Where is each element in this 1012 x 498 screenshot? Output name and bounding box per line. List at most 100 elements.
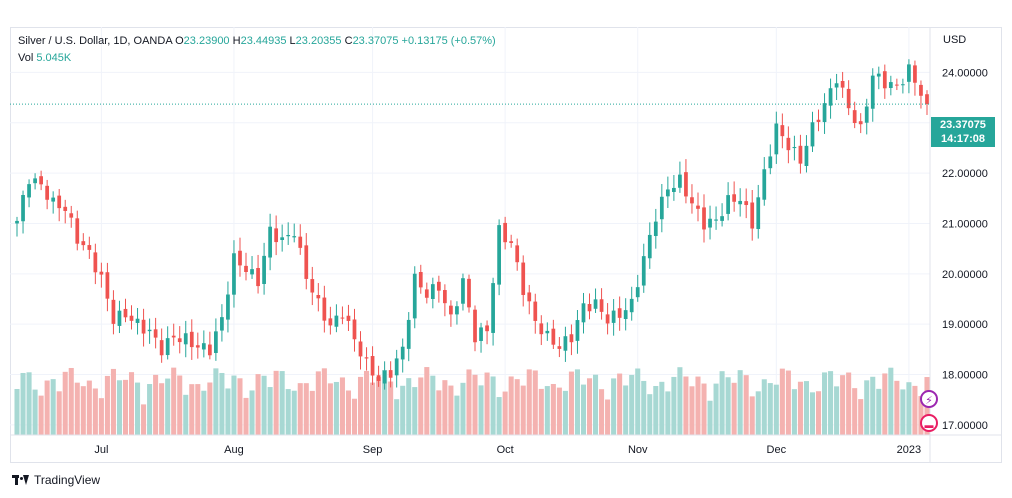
volume-bar bbox=[147, 384, 153, 435]
candle-body bbox=[894, 84, 899, 86]
candle-body bbox=[828, 88, 833, 106]
volume-bar bbox=[159, 383, 165, 435]
volume-bar bbox=[261, 375, 267, 435]
volume-bar bbox=[68, 367, 74, 435]
volume-bar bbox=[737, 370, 743, 435]
candle-body bbox=[238, 250, 242, 266]
candle-body bbox=[45, 185, 50, 200]
open-label: O bbox=[175, 35, 184, 47]
candle-body bbox=[316, 295, 321, 299]
volume-bar bbox=[267, 387, 273, 435]
volume-bar bbox=[92, 388, 98, 435]
volume-bar bbox=[617, 373, 623, 435]
candle-body bbox=[51, 197, 56, 202]
candle-body bbox=[57, 195, 62, 209]
low-value: 23.20355 bbox=[295, 35, 342, 47]
volume-bar bbox=[327, 383, 333, 435]
candle-body bbox=[189, 331, 194, 348]
volume-bar bbox=[767, 383, 773, 435]
volume-bar bbox=[26, 372, 32, 435]
candle-body bbox=[804, 145, 809, 166]
economic-event-icon[interactable]: ▬ bbox=[920, 414, 938, 432]
alert-clock-icon[interactable]: ⚡ bbox=[920, 390, 938, 408]
candle-body bbox=[117, 310, 122, 326]
currency-label[interactable]: USD bbox=[943, 34, 967, 46]
volume-bar bbox=[388, 381, 394, 435]
candle-body bbox=[406, 319, 411, 349]
volume-bar bbox=[502, 391, 508, 435]
volume-bar bbox=[394, 399, 400, 435]
volume-bar bbox=[364, 370, 370, 435]
volume-bar bbox=[86, 380, 92, 435]
candle-body bbox=[870, 75, 875, 109]
candlestick-chart[interactable]: 24.0000023.0000022.0000021.0000020.00000… bbox=[10, 27, 1002, 463]
candle-body bbox=[732, 194, 737, 202]
volume-bar bbox=[809, 392, 816, 435]
volume-bar bbox=[912, 385, 918, 435]
candle-body bbox=[497, 225, 501, 285]
candle-body bbox=[901, 84, 905, 86]
volume-bar bbox=[701, 383, 707, 435]
volume-bar bbox=[315, 371, 321, 435]
volume-bar bbox=[303, 383, 309, 435]
volume-bar bbox=[858, 399, 864, 435]
candle-body bbox=[334, 315, 339, 327]
candle-body bbox=[810, 122, 815, 147]
candle-body bbox=[665, 189, 670, 197]
candle-body bbox=[400, 346, 405, 360]
volume-bar bbox=[876, 388, 882, 435]
candle-body bbox=[913, 65, 917, 83]
candle-body bbox=[780, 125, 785, 137]
candle-body bbox=[93, 252, 98, 273]
volume-bar bbox=[731, 382, 737, 435]
candle-body bbox=[840, 80, 845, 88]
candle-body bbox=[593, 299, 598, 309]
volume-bar bbox=[840, 375, 846, 435]
volume-bar bbox=[243, 397, 249, 435]
volume-bar bbox=[484, 372, 490, 435]
volume-bar bbox=[104, 375, 110, 435]
volume-bar bbox=[321, 368, 327, 435]
candle-body bbox=[424, 289, 429, 298]
y-tick-label: 21.00000 bbox=[942, 218, 988, 230]
volume-bar bbox=[116, 380, 122, 435]
volume-bar bbox=[213, 368, 219, 435]
candle-body bbox=[750, 202, 755, 229]
candle-body bbox=[322, 297, 327, 321]
candle-body bbox=[539, 323, 544, 335]
volume-bar bbox=[611, 378, 617, 435]
candle-body bbox=[449, 305, 453, 315]
candle-body bbox=[111, 299, 116, 324]
volume-bar bbox=[110, 368, 116, 435]
volume-bar bbox=[50, 379, 56, 435]
volume-bar bbox=[201, 390, 207, 435]
volume-bar bbox=[460, 382, 466, 435]
volume-bar bbox=[828, 371, 834, 435]
x-tick-label: Sep bbox=[363, 444, 383, 456]
x-tick-label: Nov bbox=[628, 444, 648, 456]
volume-bar bbox=[412, 387, 418, 435]
volume-bar bbox=[237, 378, 243, 435]
volume-bar bbox=[165, 378, 171, 435]
volume-bar bbox=[906, 382, 912, 435]
candle-body bbox=[629, 298, 634, 313]
candle-body bbox=[792, 146, 797, 149]
candle-body bbox=[232, 253, 236, 295]
candle-body bbox=[63, 206, 68, 211]
candle-body bbox=[605, 314, 610, 324]
candle-body bbox=[485, 325, 489, 332]
candle-body bbox=[165, 338, 170, 356]
candle-body bbox=[653, 221, 658, 237]
candle-body bbox=[274, 228, 279, 243]
candle-body bbox=[412, 273, 417, 319]
volume-bar bbox=[852, 388, 858, 435]
candle-body bbox=[159, 340, 164, 356]
volume-bar bbox=[195, 384, 201, 435]
candle-body bbox=[388, 370, 393, 378]
candle-body bbox=[563, 336, 568, 351]
candle-body bbox=[129, 315, 134, 321]
volume-bar bbox=[562, 390, 568, 435]
candle-body bbox=[443, 290, 447, 304]
tradingview-watermark[interactable]: TradingView bbox=[12, 473, 100, 487]
volume-bar bbox=[683, 376, 689, 435]
